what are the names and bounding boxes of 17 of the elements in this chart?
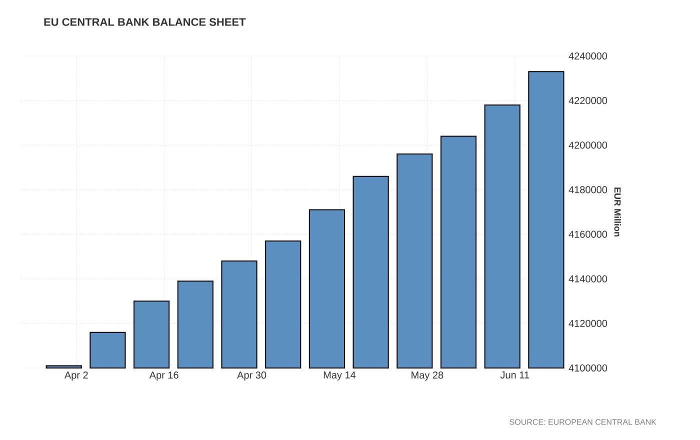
y-tick-label: 4240000: [568, 52, 608, 60]
y-tick-label: 4180000: [568, 186, 608, 194]
x-tick-label: Apr 16: [149, 372, 178, 381]
x-tick-label: Apr 30: [237, 372, 266, 381]
y-tick-label: 4160000: [568, 230, 608, 238]
source-note: SOURCE: EUROPEAN CENTRAL BANK: [510, 419, 656, 425]
x-tick-label: Apr 2: [64, 372, 88, 381]
y-tick-label: 4100000: [568, 364, 608, 372]
y-tick-label: 4140000: [568, 275, 608, 282]
y-axis-title: EUR Million: [614, 188, 621, 236]
y-tick-label: 4120000: [568, 320, 608, 327]
x-tick-label: May 14: [324, 372, 356, 380]
y-tick-label: 4220000: [568, 97, 608, 104]
x-tick-label: Jun 11: [500, 372, 530, 379]
y-tick-label: 4200000: [568, 142, 608, 149]
x-tick-label: May 28: [412, 372, 444, 381]
chart-title: EU CENTRAL BANK BALANCE SHEET: [44, 18, 246, 26]
